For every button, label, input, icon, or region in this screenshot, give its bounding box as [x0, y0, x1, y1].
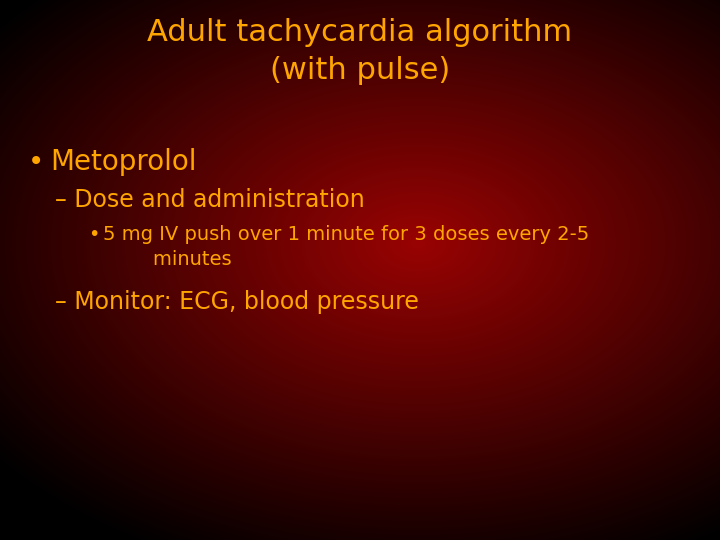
Text: 5 mg IV push over 1 minute for 3 doses every 2-5
        minutes: 5 mg IV push over 1 minute for 3 doses e…	[103, 225, 589, 269]
Text: •: •	[28, 148, 44, 176]
Text: Adult tachycardia algorithm
(with pulse): Adult tachycardia algorithm (with pulse)	[148, 18, 572, 85]
Text: – Monitor: ECG, blood pressure: – Monitor: ECG, blood pressure	[55, 290, 419, 314]
Text: •: •	[88, 225, 99, 244]
Text: Metoprolol: Metoprolol	[50, 148, 197, 176]
Text: – Dose and administration: – Dose and administration	[55, 188, 365, 212]
